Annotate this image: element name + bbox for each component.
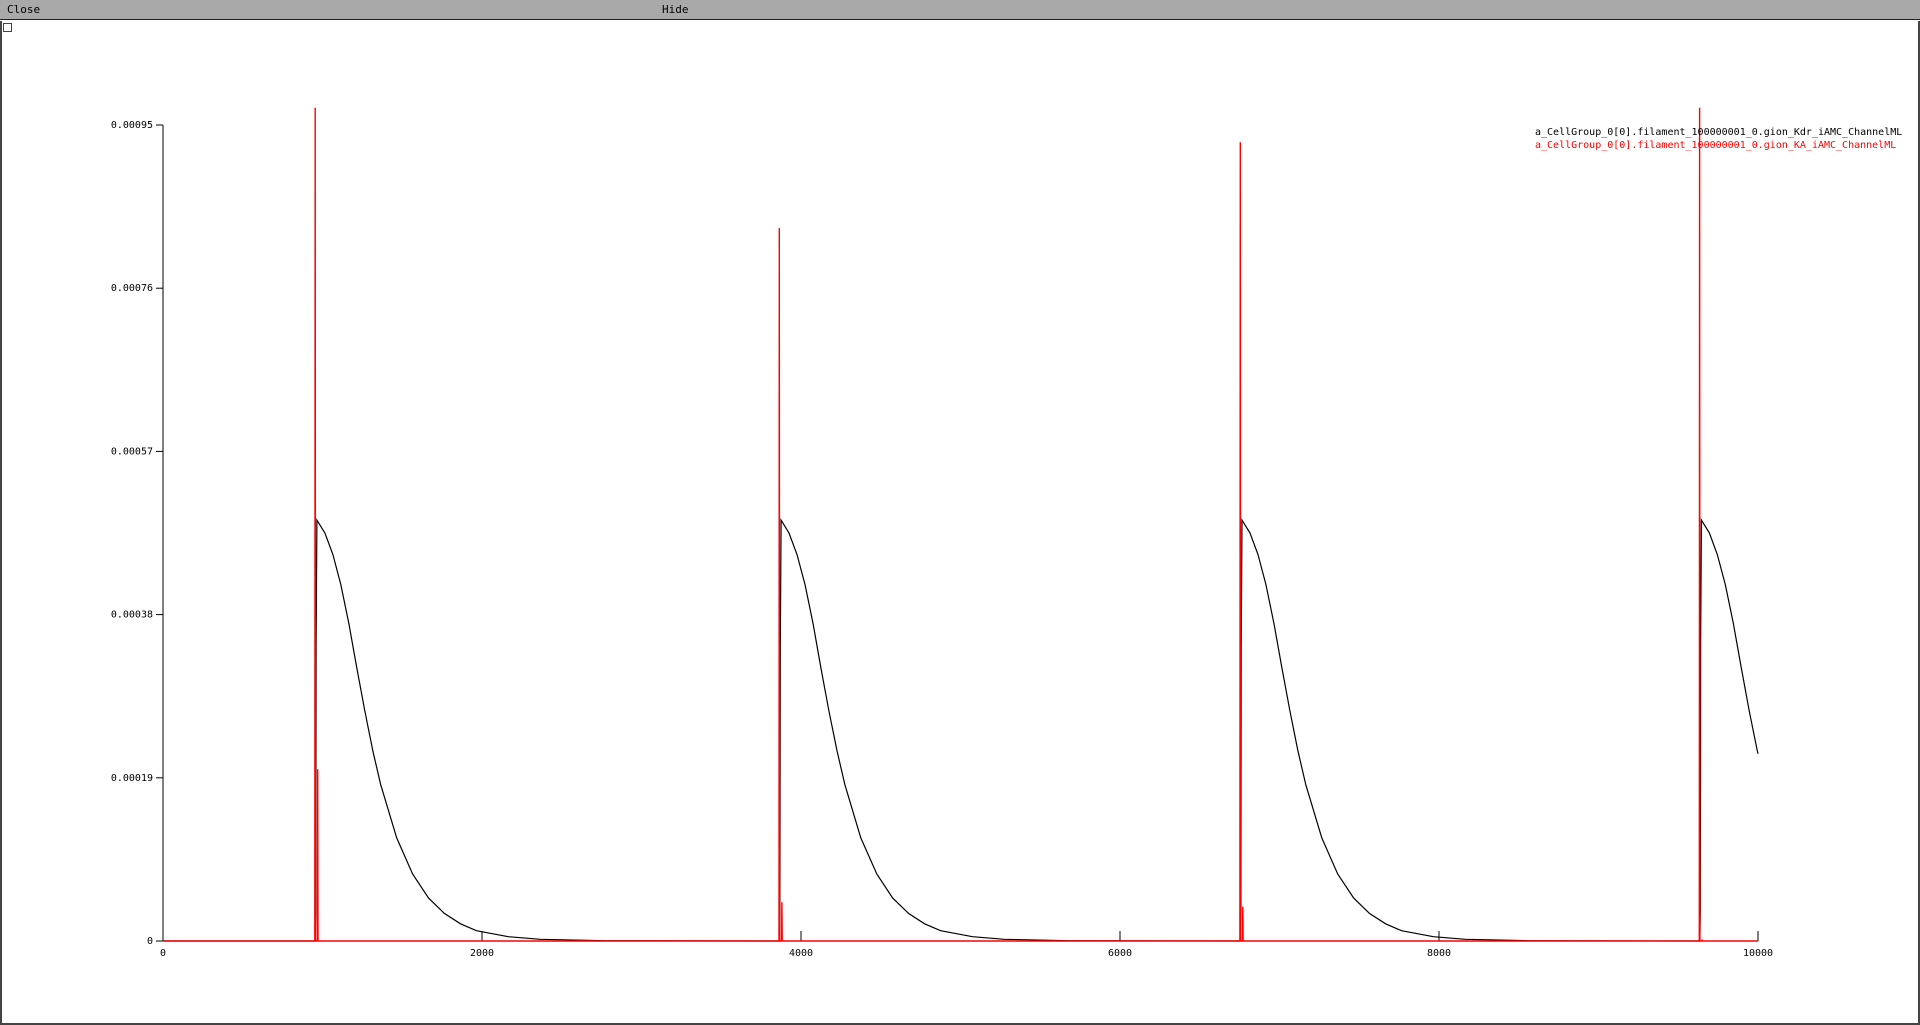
x-tick-label: 0 — [160, 948, 166, 959]
x-tick-label: 8000 — [1427, 948, 1451, 959]
legend-entry-ka: a_CellGroup_0[0].filament_100000001_0.gi… — [1535, 140, 1896, 151]
y-tick-label: 0.00076 — [111, 283, 153, 294]
y-tick-label: 0.00019 — [111, 773, 153, 784]
toolbar: Close Hide — [0, 0, 1920, 20]
x-tick-label: 10000 — [1743, 948, 1773, 959]
hide-button[interactable]: Hide — [662, 3, 689, 16]
y-tick-label: 0 — [147, 936, 153, 947]
x-tick-label: 2000 — [470, 948, 494, 959]
x-tick-label: 4000 — [789, 948, 813, 959]
y-tick-label: 0.00057 — [111, 446, 153, 457]
x-tick-label: 6000 — [1108, 948, 1132, 959]
chart-axes: 0 0.00019 0.00038 0.00057 0.00076 0.00095 0 200… — [111, 120, 1773, 959]
graph-menu-box[interactable] — [3, 23, 12, 32]
series-line-kdr — [163, 517, 1759, 942]
y-tick-label: 0.00095 — [111, 120, 153, 131]
legend-entry-kdr: a_CellGroup_0[0].filament_100000001_0.gi… — [1535, 127, 1902, 138]
y-tick-label: 0.00038 — [111, 610, 153, 621]
graph-window-frame — [0, 21, 1920, 1025]
chart-series — [163, 107, 1759, 942]
chart-legend: a_CellGroup_0[0].filament_100000001_0.gi… — [1535, 127, 1902, 151]
series-line-ka — [163, 107, 1758, 942]
close-button[interactable]: Close — [7, 3, 41, 16]
